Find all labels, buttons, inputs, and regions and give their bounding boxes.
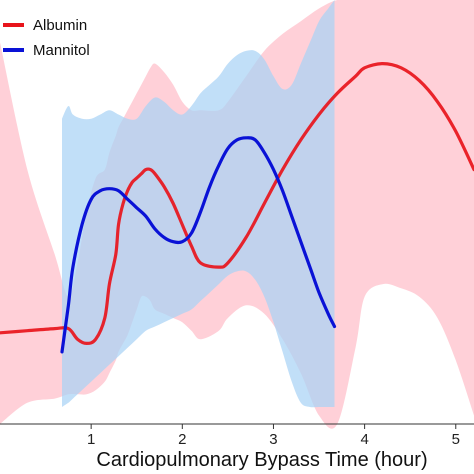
x-tick-label: 2	[178, 431, 186, 448]
x-axis-title: Cardiopulmonary Bypass Time (hour)	[96, 449, 427, 471]
x-tick-label: 3	[269, 431, 277, 448]
legend: Albumin Mannitol	[3, 17, 90, 59]
series-line-mannitol	[60, 136, 337, 354]
x-tick-label: 5	[452, 431, 460, 448]
legend-label-mannitol: Mannitol	[33, 42, 90, 59]
x-tick-label: 4	[360, 431, 368, 448]
series-line-albumin	[0, 62, 474, 345]
x-tick-label: 1	[87, 431, 95, 448]
legend-label-albumin: Albumin	[33, 17, 87, 34]
confidence-band-mannitol	[62, 0, 335, 408]
plot-area	[0, 0, 474, 429]
x-ticks: 1 2 3 4 5	[87, 424, 460, 448]
